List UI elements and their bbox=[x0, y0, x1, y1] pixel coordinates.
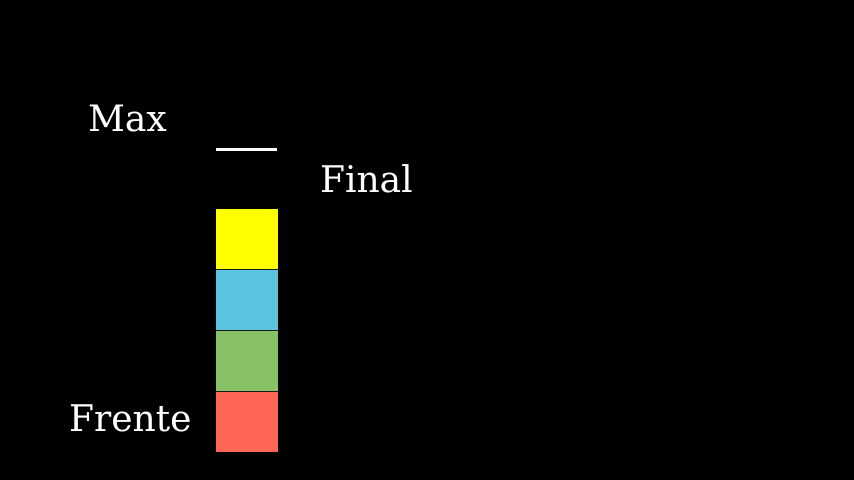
max-label: Max bbox=[88, 99, 167, 140]
queue-cell-1 bbox=[216, 209, 278, 270]
queue-stack bbox=[216, 209, 278, 452]
queue-cell-2 bbox=[216, 270, 278, 331]
max-marker-line bbox=[216, 148, 277, 151]
frente-label: Frente bbox=[69, 399, 192, 440]
final-label: Final bbox=[320, 160, 413, 201]
queue-cell-3 bbox=[216, 331, 278, 392]
queue-cell-4 bbox=[216, 392, 278, 452]
